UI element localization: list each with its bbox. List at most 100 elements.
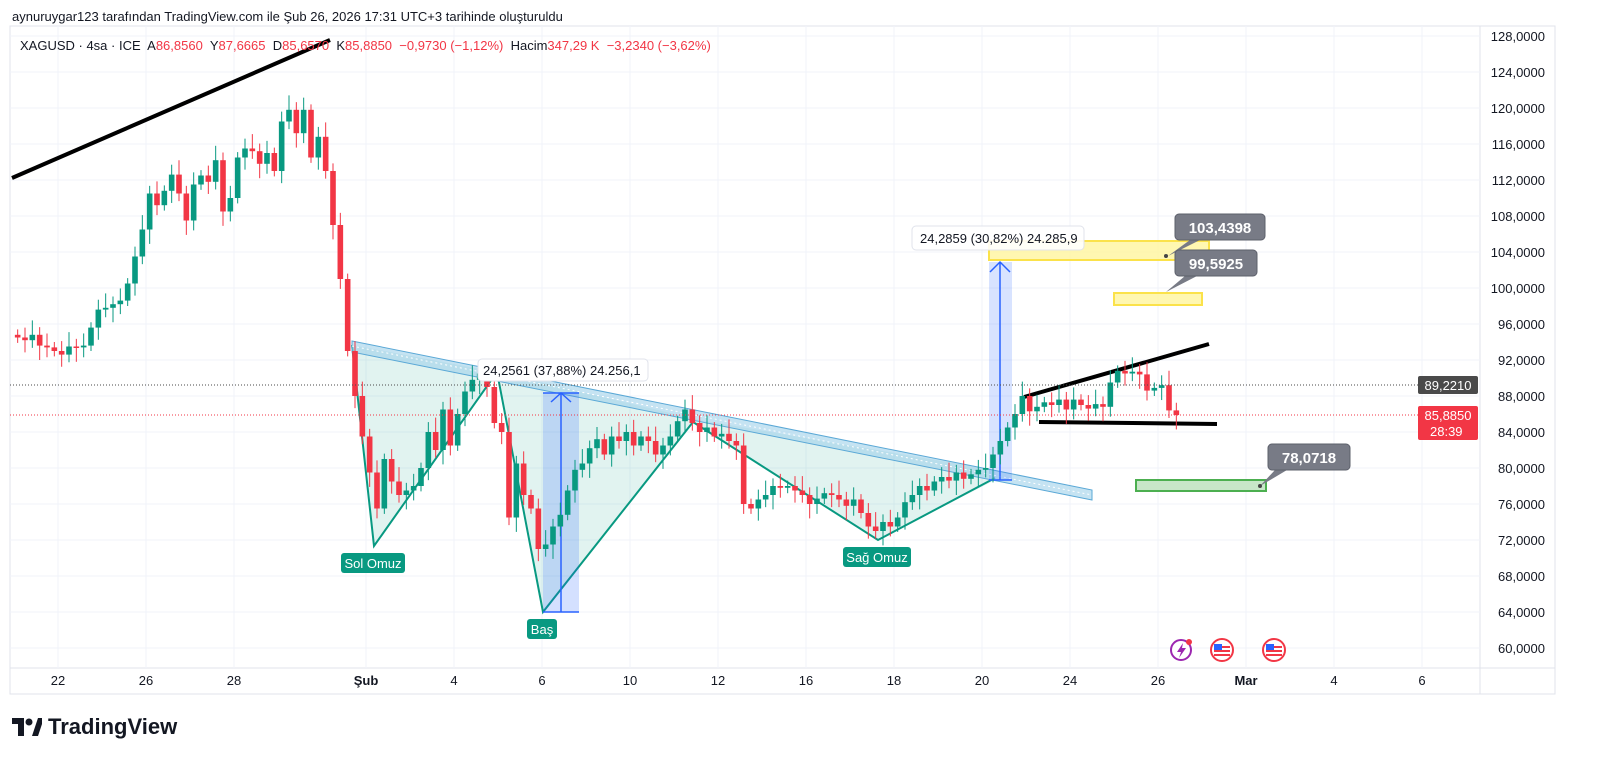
candles — [14, 95, 1180, 562]
candle — [154, 181, 160, 216]
target1-label: 103,4398 — [1189, 220, 1252, 237]
price-tick-label: 64,0000 — [1498, 605, 1545, 620]
candle — [542, 530, 549, 557]
target-zone-2[interactable] — [1113, 292, 1203, 306]
us-flag-event-icon[interactable] — [1210, 638, 1234, 662]
grid — [10, 26, 1480, 668]
candle — [990, 446, 996, 483]
candle — [902, 492, 908, 530]
candle — [843, 491, 850, 521]
candle — [638, 431, 644, 451]
candle-body — [352, 351, 358, 396]
candle-body — [198, 175, 204, 185]
time-tick-label: 4 — [1330, 673, 1337, 688]
candle — [205, 165, 212, 194]
candle-body — [388, 459, 395, 482]
candle-body — [183, 193, 190, 221]
pattern-drawings[interactable] — [11, 38, 1267, 615]
candle — [909, 480, 916, 510]
tradingview-logo[interactable]: TradingView — [12, 714, 177, 740]
candle-body — [968, 474, 974, 479]
candle-body — [916, 486, 923, 495]
candle — [447, 397, 454, 456]
candle — [29, 320, 36, 348]
triangle-lower-line[interactable] — [1038, 420, 1218, 426]
us-flag-event-icon[interactable] — [1262, 638, 1286, 662]
head-shoulders-fill — [352, 345, 995, 612]
measure2-label-box[interactable]: 24,2859 (30,82%) 24.285,9 — [911, 225, 1085, 251]
candle-body — [513, 463, 520, 518]
candle-body — [740, 445, 747, 504]
price-tick-label: 68,0000 — [1498, 569, 1545, 584]
candle — [117, 288, 124, 315]
low-value: 85,6570 — [282, 38, 330, 53]
candle — [183, 185, 190, 235]
candle — [748, 498, 754, 514]
candle — [799, 476, 806, 503]
time-axis[interactable]: 22 26 28 Şub 4 6 10 12 16 18 20 24 26 Mar 4 6 — [51, 673, 1426, 688]
time-tick-label: 22 — [51, 673, 65, 688]
candle — [645, 426, 652, 454]
candle — [1144, 362, 1150, 401]
price-tick-label: 108,0000 — [1491, 209, 1545, 224]
candle — [198, 170, 204, 190]
candle-body — [88, 327, 94, 346]
candle — [58, 341, 65, 367]
candle — [322, 122, 329, 179]
candle — [946, 462, 952, 489]
candle-body — [557, 514, 564, 527]
support-zone[interactable] — [1135, 479, 1267, 492]
candle — [1151, 382, 1158, 396]
candle-body — [762, 495, 769, 500]
candle — [506, 417, 512, 526]
candle-body — [828, 493, 835, 495]
candle-body — [190, 184, 197, 221]
candle-body — [29, 334, 36, 341]
time-tick-label: 6 — [1418, 673, 1425, 688]
candle — [667, 424, 674, 456]
candle — [14, 329, 21, 343]
candle — [894, 512, 901, 532]
candle — [374, 460, 380, 519]
candle — [300, 97, 307, 144]
candle — [630, 419, 637, 456]
candle-body — [322, 136, 329, 171]
candle-body — [498, 423, 505, 432]
candle — [660, 437, 666, 469]
candle — [938, 467, 945, 494]
left-shoulder-tag[interactable]: Sol Omuz — [341, 553, 405, 573]
price-axis[interactable]: 128,0000 124,0000 120,0000 116,0000 112,0000… — [1491, 29, 1545, 656]
support-callout[interactable]: 78,0718 — [1258, 443, 1351, 488]
candle-body — [975, 469, 982, 475]
candle — [381, 453, 388, 514]
lightning-event-icon[interactable] — [1170, 639, 1192, 661]
candle — [828, 483, 835, 508]
symbol-legend[interactable]: XAGUSD · 4sa · ICE A86,8560 Y87,6665 D85… — [20, 38, 711, 53]
candle — [718, 423, 725, 449]
candle — [594, 427, 600, 459]
head-tag[interactable]: Baş — [527, 619, 557, 639]
candle — [1085, 395, 1092, 421]
candle-body — [586, 448, 593, 464]
high-label: Y — [209, 38, 219, 53]
candle-body — [674, 421, 681, 437]
candle-body — [330, 171, 336, 225]
price-tick-label: 100,0000 — [1491, 281, 1545, 296]
candle-body — [1012, 414, 1018, 428]
candle-body — [630, 432, 637, 446]
candle — [652, 426, 659, 463]
target2-callout[interactable]: 99,5925 — [1166, 249, 1258, 292]
candle-body — [308, 109, 314, 158]
triangle-upper-line[interactable] — [1023, 342, 1210, 399]
candle-body — [799, 490, 806, 495]
candle-body — [843, 499, 850, 506]
candle — [704, 415, 710, 442]
measure1-label-box[interactable]: 24,2561 (37,88%) 24.256,1 — [477, 358, 649, 382]
upper-trendline[interactable] — [11, 38, 331, 180]
candle-body — [440, 409, 446, 450]
candle-body — [271, 153, 278, 171]
candle-body — [953, 472, 960, 481]
right-shoulder-tag[interactable]: Sağ Omuz — [843, 547, 911, 567]
